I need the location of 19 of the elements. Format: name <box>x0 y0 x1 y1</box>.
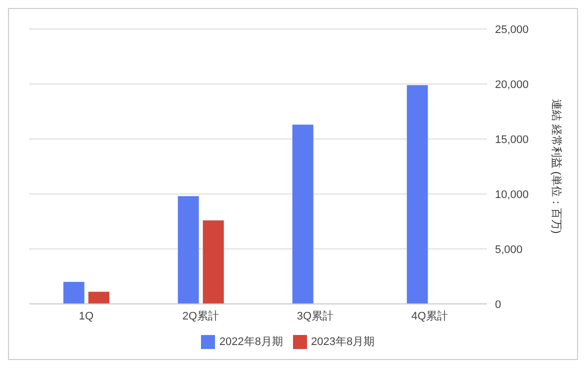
y-tick-label: 15,000 <box>495 134 529 146</box>
bar <box>178 196 199 304</box>
bar <box>63 282 84 304</box>
y-tick-label: 0 <box>495 298 502 311</box>
y-tick-label: 5,000 <box>495 244 523 256</box>
y-tick-label: 25,000 <box>495 24 529 36</box>
bar <box>202 220 224 304</box>
bar <box>406 85 428 304</box>
y-axis-title: 連結 経常利益 (単位：百万) <box>550 99 564 234</box>
x-tick-label: 2Q累計 <box>182 310 220 323</box>
bar <box>292 124 314 304</box>
legend-label: 2023年8月期 <box>311 336 375 348</box>
x-tick-label: 1Q <box>78 310 94 323</box>
bar <box>88 292 110 304</box>
legend-label: 2022年8月期 <box>219 336 283 348</box>
x-tick-label: 3Q累計 <box>296 310 334 323</box>
x-tick-label: 4Q累計 <box>411 310 448 323</box>
y-tick-label: 20,000 <box>495 78 529 91</box>
y-tick-label: 10,000 <box>495 188 529 201</box>
